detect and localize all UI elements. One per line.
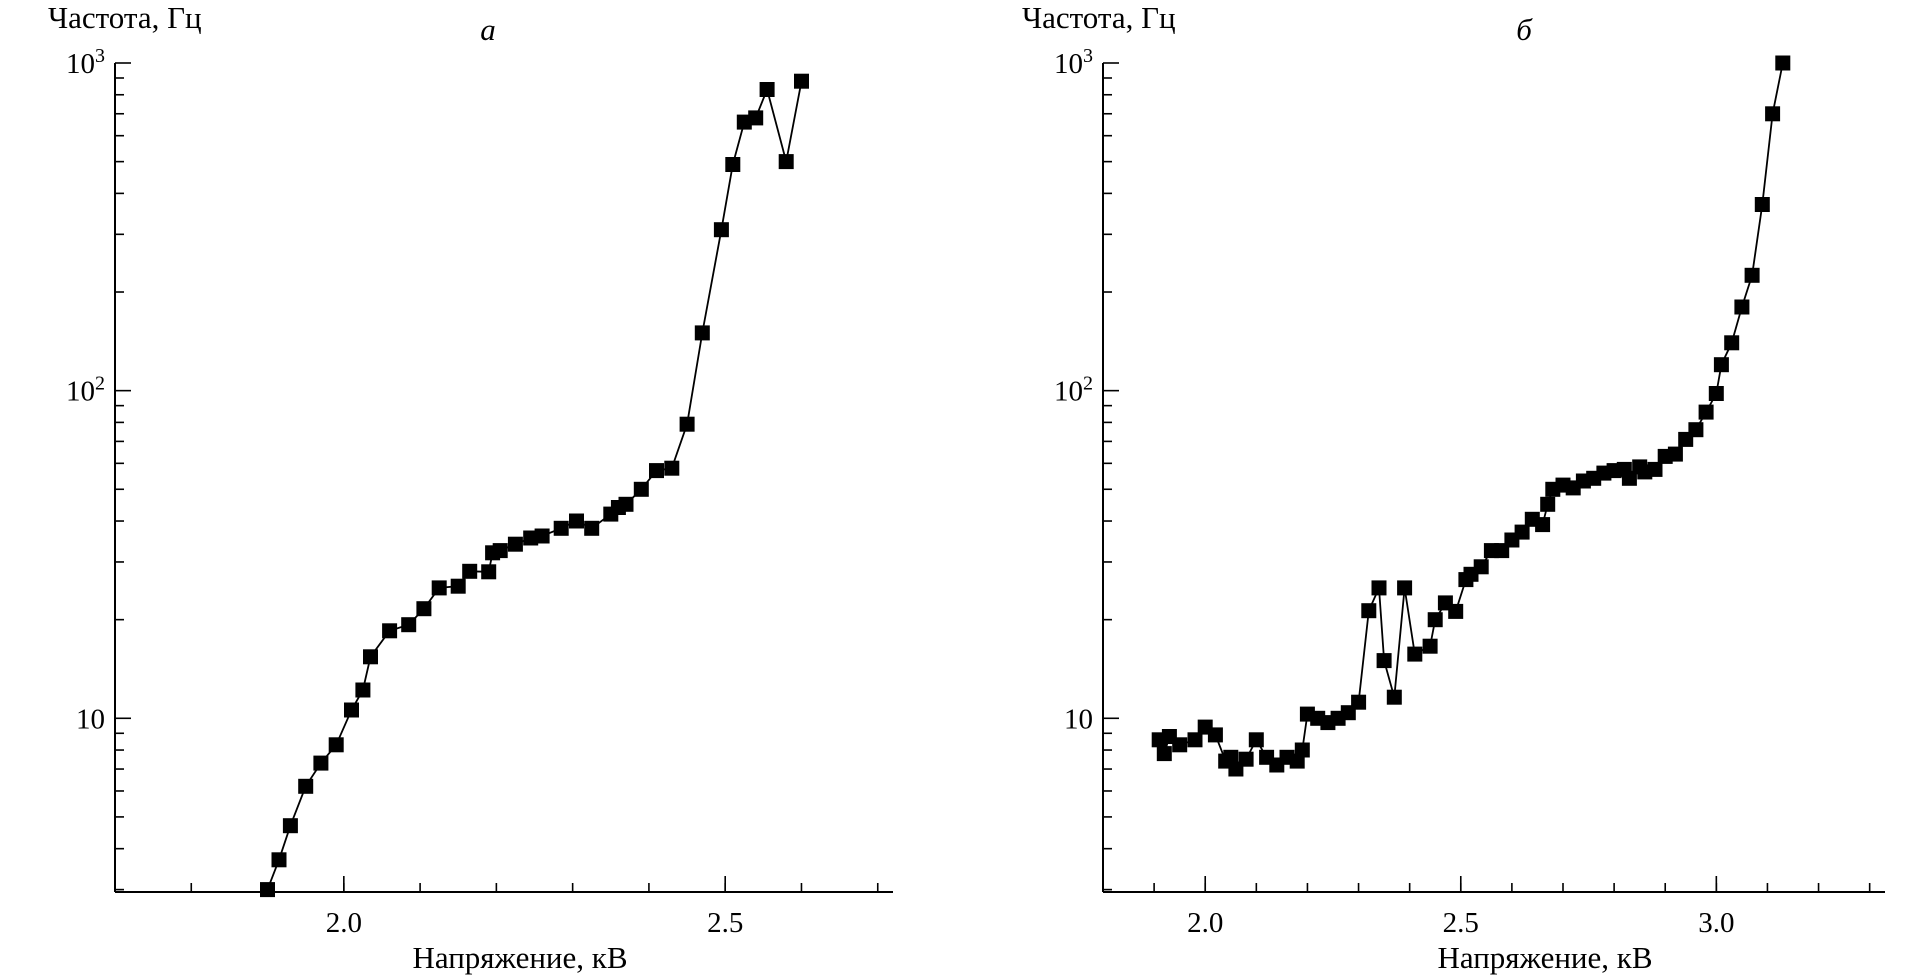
data-point [1473,559,1489,575]
data-point [1156,746,1172,762]
data-point [450,578,466,594]
data-point [1427,612,1443,628]
data-point [713,222,729,238]
y-tick-label: 102 [1054,373,1093,408]
data-point [1361,603,1377,619]
data-point [1754,197,1770,212]
data-point [401,617,417,633]
y-tick-label: 10 [76,703,105,735]
chart-panel-b: Частота, Гц б 2.0 2.5 3.0 10 102 103 Напряжен… [1022,0,1885,975]
data-point [1172,737,1188,753]
data-point [778,154,794,170]
data-point [416,601,432,617]
data-point [507,536,523,552]
data-point [282,818,298,834]
data-point [679,416,695,432]
data-point [553,520,569,536]
series-line [1158,62,1784,771]
data-point [534,528,550,544]
chart-title: а [480,12,496,47]
data-point [481,564,497,580]
x-tick-label: 2.0 [1187,907,1223,939]
chart-panel-a: Частота, Гц а 2.0 2.5 10 102 103 Напряжение,… [48,0,893,975]
data-point [1371,580,1387,596]
data-point [355,682,371,698]
data-point [569,513,584,529]
x-axis-label: Напряжение, кВ [412,940,627,975]
data-point [1187,732,1203,748]
y-tick-label: 103 [1054,45,1093,80]
data-point [584,520,600,536]
x-tick-label: 2.0 [326,907,362,939]
data-point [1667,446,1683,462]
data-point [1514,524,1530,540]
ticks-group: 2.0 2.5 3.0 10 102 103 [1054,45,1871,939]
data-point [1207,727,1223,743]
data-point [1744,267,1760,283]
markers-group [260,73,809,898]
data-point [1223,749,1239,765]
data-point [382,623,398,639]
data-point [1540,496,1556,512]
data-point [759,82,775,97]
data-point [260,882,275,898]
data-point [328,737,344,753]
data-point [271,852,287,868]
data-point [344,702,359,718]
data-point [1351,694,1367,710]
data-point [1708,386,1724,401]
data-point [748,110,764,126]
data-point [1386,689,1402,705]
y-tick-label: 103 [66,45,105,80]
data-point [1407,646,1423,662]
data-point [462,563,478,579]
data-point [1621,470,1637,486]
data-point [1248,732,1264,748]
data-point [298,778,314,794]
series-line [266,81,803,890]
data-point [1448,603,1464,619]
x-tick-label: 2.5 [1443,907,1479,939]
data-point [492,543,508,559]
markers-group [1151,55,1791,777]
data-point [363,649,378,665]
data-point [633,481,649,497]
data-point [1698,404,1714,420]
data-point [1535,517,1551,533]
data-point [794,73,809,89]
data-point [1775,55,1791,71]
data-point [1294,742,1310,758]
data-point [1376,653,1392,669]
data-point [1765,106,1781,122]
data-point [694,325,710,341]
x-axis-label: Напряжение, кВ [1437,940,1652,975]
y-axis-label: Частота, Гц [1022,0,1176,35]
y-axis-label: Частота, Гц [48,0,202,35]
data-point [1647,461,1663,477]
data-point [649,463,664,479]
data-point [1724,335,1740,351]
ticks-group: 2.0 2.5 10 102 103 [66,45,879,939]
data-point [725,157,741,172]
data-point [1734,299,1750,315]
data-point [664,460,680,476]
x-tick-label: 2.5 [707,907,743,939]
data-point [1688,422,1704,438]
data-point [313,755,329,771]
data-point [523,530,539,546]
data-point [618,496,634,512]
y-tick-label: 102 [66,373,105,408]
y-tick-label: 10 [1064,703,1093,735]
x-tick-label: 3.0 [1698,907,1734,939]
data-point [1397,580,1413,596]
data-point [736,114,752,130]
data-point [431,580,447,596]
data-point [1238,751,1254,767]
data-point [1422,638,1438,654]
data-point [1713,357,1729,373]
chart-title: б [1516,12,1533,47]
